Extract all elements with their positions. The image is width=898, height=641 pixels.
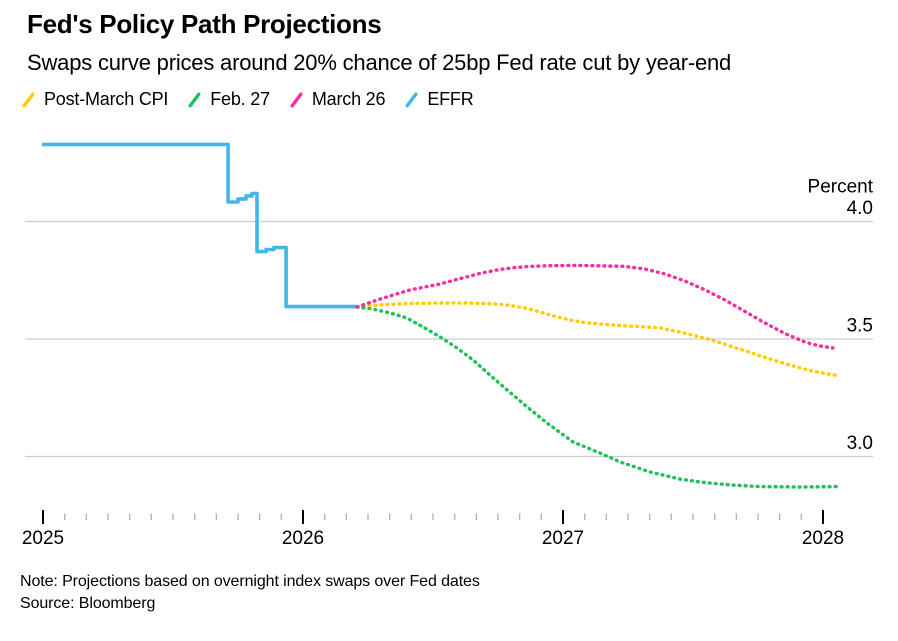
x-tick-label-2027: 2027 (542, 528, 584, 549)
legend-slash-stroke (405, 92, 418, 108)
legend-item-effr: EFFR (404, 89, 474, 110)
legend-label: Feb. 27 (210, 89, 270, 109)
y-tick-label-3.5: 3.5 (847, 316, 873, 337)
y-tick-label-4.0: 4.0 (847, 198, 873, 219)
legend-slash-stroke (22, 92, 35, 108)
legend-label: EFFR (427, 89, 474, 109)
x-tick-label-2028: 2028 (802, 528, 844, 549)
legend-slash-icon (290, 92, 303, 108)
chart-legend: Post-March CPI Feb. 27 March 26 EFFR (21, 89, 474, 110)
source-text: Source: Bloomberg (20, 594, 156, 612)
series-march-26-path (355, 263, 835, 350)
note-text: Note: Projections based on overnight ind… (20, 573, 480, 590)
chart-subtitle: Swaps curve prices around 20% chance of … (27, 50, 732, 75)
legend-slash-icon (188, 92, 201, 108)
legend-item-feb-27: Feb. 27 (187, 89, 270, 110)
y-axis-title: Percent (808, 177, 874, 198)
legend-slash-stroke (188, 92, 201, 108)
chart-footnotes: Note: Projections based on overnight ind… (20, 571, 480, 614)
series-feb-27-path (355, 305, 839, 489)
legend-item-march-26: March 26 (289, 89, 386, 110)
legend-label: Post-March CPI (44, 89, 169, 109)
x-tick-label-2025: 2025 (22, 528, 64, 549)
legend-slash-icon (405, 92, 418, 108)
y-tick-label-3.0: 3.0 (847, 433, 873, 454)
legend-label: March 26 (311, 89, 386, 109)
series-effr-path (42, 142, 358, 309)
legend-slash-stroke (290, 92, 303, 108)
series-post-march-cpi-path (355, 301, 842, 378)
legend-item-post-march-cpi: Post-March CPI (21, 89, 168, 110)
chart-title: Fed's Policy Path Projections (27, 9, 382, 39)
legend-slash-icon (22, 92, 35, 108)
x-tick-label-2026: 2026 (282, 528, 324, 549)
